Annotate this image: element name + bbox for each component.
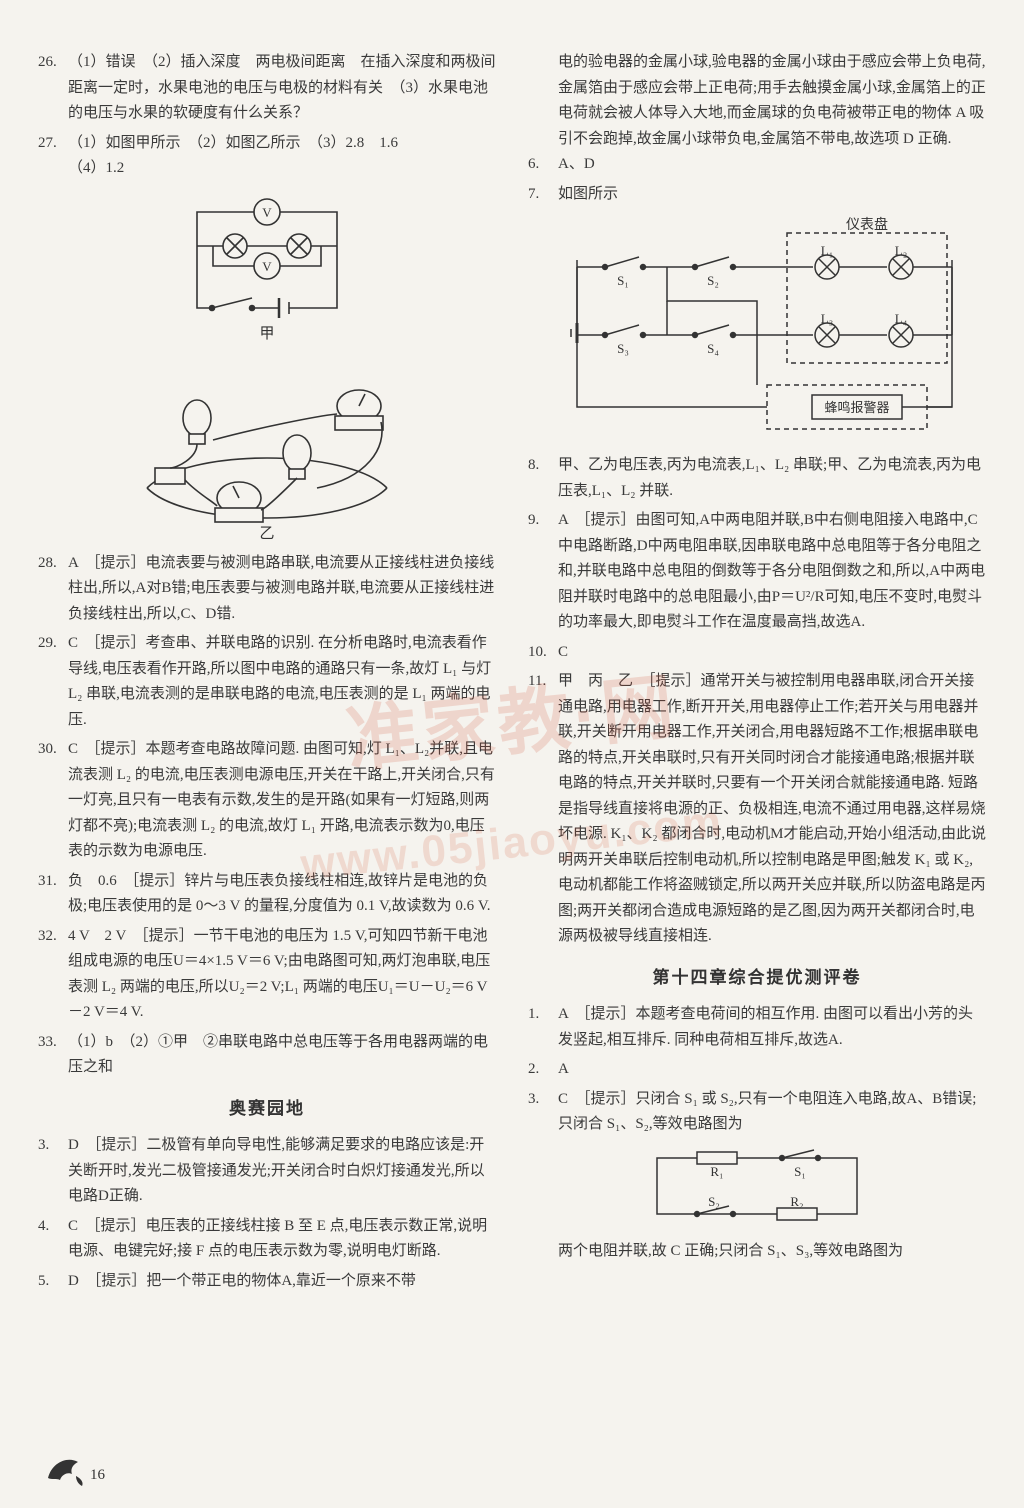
item-text: 如图所示 [558,182,986,208]
item-text: （1）如图甲所示 （2）如图乙所示 （3）2.8 1.6 （4）1.2 [68,131,496,182]
answer-10: 10. C [528,640,986,666]
item-number: 33. [38,1030,68,1081]
answer-27: 27. （1）如图甲所示 （2）如图乙所示 （3）2.8 1.6 （4）1.2 [38,131,496,182]
olympiad-3: 3. D ［提示］二极管有单向导电性,能够满足要求的电路应该是:开关断开时,发光… [38,1133,496,1210]
ch14-q2: 2. A [528,1057,986,1083]
ch14-q3-tail: 两个电阻并联,故 C 正确;只闭合 S₁、S₃,等效电路图为 [528,1239,986,1265]
item-text: 甲 丙 乙 ［提示］通常开关与被控制用电器串联,闭合开关接通电路,用电器工作,断… [558,669,986,950]
answer-8: 8. 甲、乙为电压表,丙为电流表,L₁、L₂ 串联;甲、乙为电流表,丙为电压表,… [528,453,986,504]
item-number: 30. [38,737,68,865]
item-number: 27. [38,131,68,182]
svg-text:V: V [262,205,272,220]
item-number: 1. [528,1002,558,1053]
svg-text:V: V [262,259,272,274]
item-text: A ［提示］本题考查电荷间的相互作用. 由图可以看出小芳的头发竖起,相互排斥. … [558,1002,986,1053]
line2: （4）1.2 [68,160,124,176]
page-number: 16 [90,1463,105,1489]
svg-text:S₂: S₂ [708,1194,720,1209]
caption-a: 甲 [259,326,274,342]
olympiad-5: 5. D ［提示］把一个带正电的物体A,靠近一个原来不带 [38,1269,496,1295]
circuit-diagram-a: V V [38,190,496,350]
answer-33: 33. （1）b （2）①甲 ②串联电路中总电压等于各用电器两端的电压之和 [38,1030,496,1081]
item-number: 6. [528,152,558,178]
item-number: 3. [528,1087,558,1138]
item-number: 31. [38,869,68,920]
circuit-diagram-b: 乙 [38,358,496,543]
item-text: A ［提示］由图可知,A中两电阻并联,B中右侧电阻接入电路中,C中电路断路,D中… [558,508,986,636]
item-number: 28. [38,551,68,628]
svg-text:R₁: R₁ [710,1164,723,1179]
svg-text:S₃: S₃ [617,341,629,356]
line1: （1）如图甲所示 （2）如图乙所示 （3）2.8 1.6 [68,135,398,151]
circuit-svg-d: R₁ S₁ S₂ R₂ [642,1146,872,1231]
svg-text:L₁: L₁ [821,243,833,258]
item-number: 8. [528,453,558,504]
svg-text:S₄: S₄ [707,341,719,356]
item-text: C [558,640,986,666]
svg-text:R₂: R₂ [790,1194,803,1209]
ch14-q3: 3. C ［提示］只闭合 S₁ 或 S₂,只有一个电阻连入电路,故A、B错误;只… [528,1087,986,1138]
svg-text:蜂鸣报警器: 蜂鸣报警器 [824,400,889,415]
svg-text:S₂: S₂ [707,273,719,288]
item-text: C ［提示］电压表的正接线柱接 B 至 E 点,电压表示数正常,说明电源、电键完… [68,1214,496,1265]
item-number: 3. [38,1133,68,1210]
answer-32: 32. 4 V 2 V ［提示］一节干电池的电压为 1.5 V,可知四节新干电池… [38,924,496,1026]
item-text: D ［提示］二极管有单向导电性,能够满足要求的电路应该是:开关断开时,发光二极管… [68,1133,496,1210]
circuit-diagram-d: R₁ S₁ S₂ R₂ [528,1146,986,1231]
item-number: 32. [38,924,68,1026]
page-footer: 16 [44,1448,105,1488]
chapter-14-title: 第十四章综合提优测评卷 [528,964,986,993]
item-text: （1）b （2）①甲 ②串联电路中总电压等于各用电器两端的电压之和 [68,1030,496,1081]
circuit-svg-c: 仪表盘 蜂鸣报警器 S₁ [557,215,957,445]
item-text: 4 V 2 V ［提示］一节干电池的电压为 1.5 V,可知四节新干电池组成电源… [68,924,496,1026]
two-column-layout: 26. （1）错误 （2）插入深度 两电极间距离 在插入深度和两极间距离一定时，… [38,50,986,1298]
left-column: 26. （1）错误 （2）插入深度 两电极间距离 在插入深度和两极间距离一定时，… [38,50,496,1298]
circuit-diagram-c: 仪表盘 蜂鸣报警器 S₁ [528,215,986,445]
item-number: 29. [38,631,68,733]
continuation-5: 电的验电器的金属小球,验电器的金属小球由于感应会带上负电荷,金属箔由于感应会带上… [528,50,986,152]
answer-11: 11. 甲 丙 乙 ［提示］通常开关与被控制用电器串联,闭合开关接通电路,用电器… [528,669,986,950]
answer-26: 26. （1）错误 （2）插入深度 两电极间距离 在插入深度和两极间距离一定时，… [38,50,496,127]
answer-30: 30. C ［提示］本题考查电路故障问题. 由图可知,灯 L₁、L₂并联,且电流… [38,737,496,865]
item-text: A [558,1057,986,1083]
svg-text:L₄: L₄ [895,311,908,326]
item-text: C ［提示］考查串、并联电路的识别. 在分析电路时,电流表看作导线,电压表看作开… [68,631,496,733]
item-text: C ［提示］只闭合 S₁ 或 S₂,只有一个电阻连入电路,故A、B错误;只闭合 … [558,1087,986,1138]
item-text: A ［提示］电流表要与被测电路串联,电流要从正接线柱进负接线柱出,所以,A对B错… [68,551,496,628]
item-number: 9. [528,508,558,636]
olympiad-4: 4. C ［提示］电压表的正接线柱接 B 至 E 点,电压表示数正常,说明电源、… [38,1214,496,1265]
answer-31: 31. 负 0.6 ［提示］锌片与电压表负接线柱相连,故锌片是电池的负极;电压表… [38,869,496,920]
item-text: D ［提示］把一个带正电的物体A,靠近一个原来不带 [68,1269,496,1295]
svg-text:L₂: L₂ [895,243,907,258]
answer-28: 28. A ［提示］电流表要与被测电路串联,电流要从正接线柱进负接线柱出,所以,… [38,551,496,628]
svg-text:L₃: L₃ [821,311,833,326]
item-text: 甲、乙为电压表,丙为电流表,L₁、L₂ 串联;甲、乙为电流表,丙为电压表,L₁、… [558,453,986,504]
answer-7: 7. 如图所示 [528,182,986,208]
circuit-svg-b: 乙 [117,358,417,543]
olympiad-section-title: 奥赛园地 [38,1095,496,1124]
svg-text:仪表盘: 仪表盘 [846,216,888,233]
item-text: A、D [558,152,986,178]
answer-9: 9. A ［提示］由图可知,A中两电阻并联,B中右侧电阻接入电路中,C中电路断路… [528,508,986,636]
item-number: 11. [528,669,558,950]
right-column: 电的验电器的金属小球,验电器的金属小球由于感应会带上负电荷,金属箔由于感应会带上… [528,50,986,1298]
svg-text:S₁: S₁ [617,273,629,288]
item-text: C ［提示］本题考查电路故障问题. 由图可知,灯 L₁、L₂并联,且电流表测 L… [68,737,496,865]
answer-29: 29. C ［提示］考查串、并联电路的识别. 在分析电路时,电流表看作导线,电压… [38,631,496,733]
item-number: 2. [528,1057,558,1083]
item-text: （1）错误 （2）插入深度 两电极间距离 在插入深度和两极间距离一定时，水果电池… [68,50,496,127]
dolphin-icon [44,1448,88,1488]
ch14-q1: 1. A ［提示］本题考查电荷间的相互作用. 由图可以看出小芳的头发竖起,相互排… [528,1002,986,1053]
item-number: 10. [528,640,558,666]
circuit-svg-a: V V [157,190,377,350]
item-number: 4. [38,1214,68,1265]
item-number: 5. [38,1269,68,1295]
answer-6: 6. A、D [528,152,986,178]
caption-b: 乙 [259,526,274,542]
item-number: 7. [528,182,558,208]
item-text: 负 0.6 ［提示］锌片与电压表负接线柱相连,故锌片是电池的负极;电压表使用的是… [68,869,496,920]
item-number: 26. [38,50,68,127]
svg-text:S₁: S₁ [794,1164,806,1179]
